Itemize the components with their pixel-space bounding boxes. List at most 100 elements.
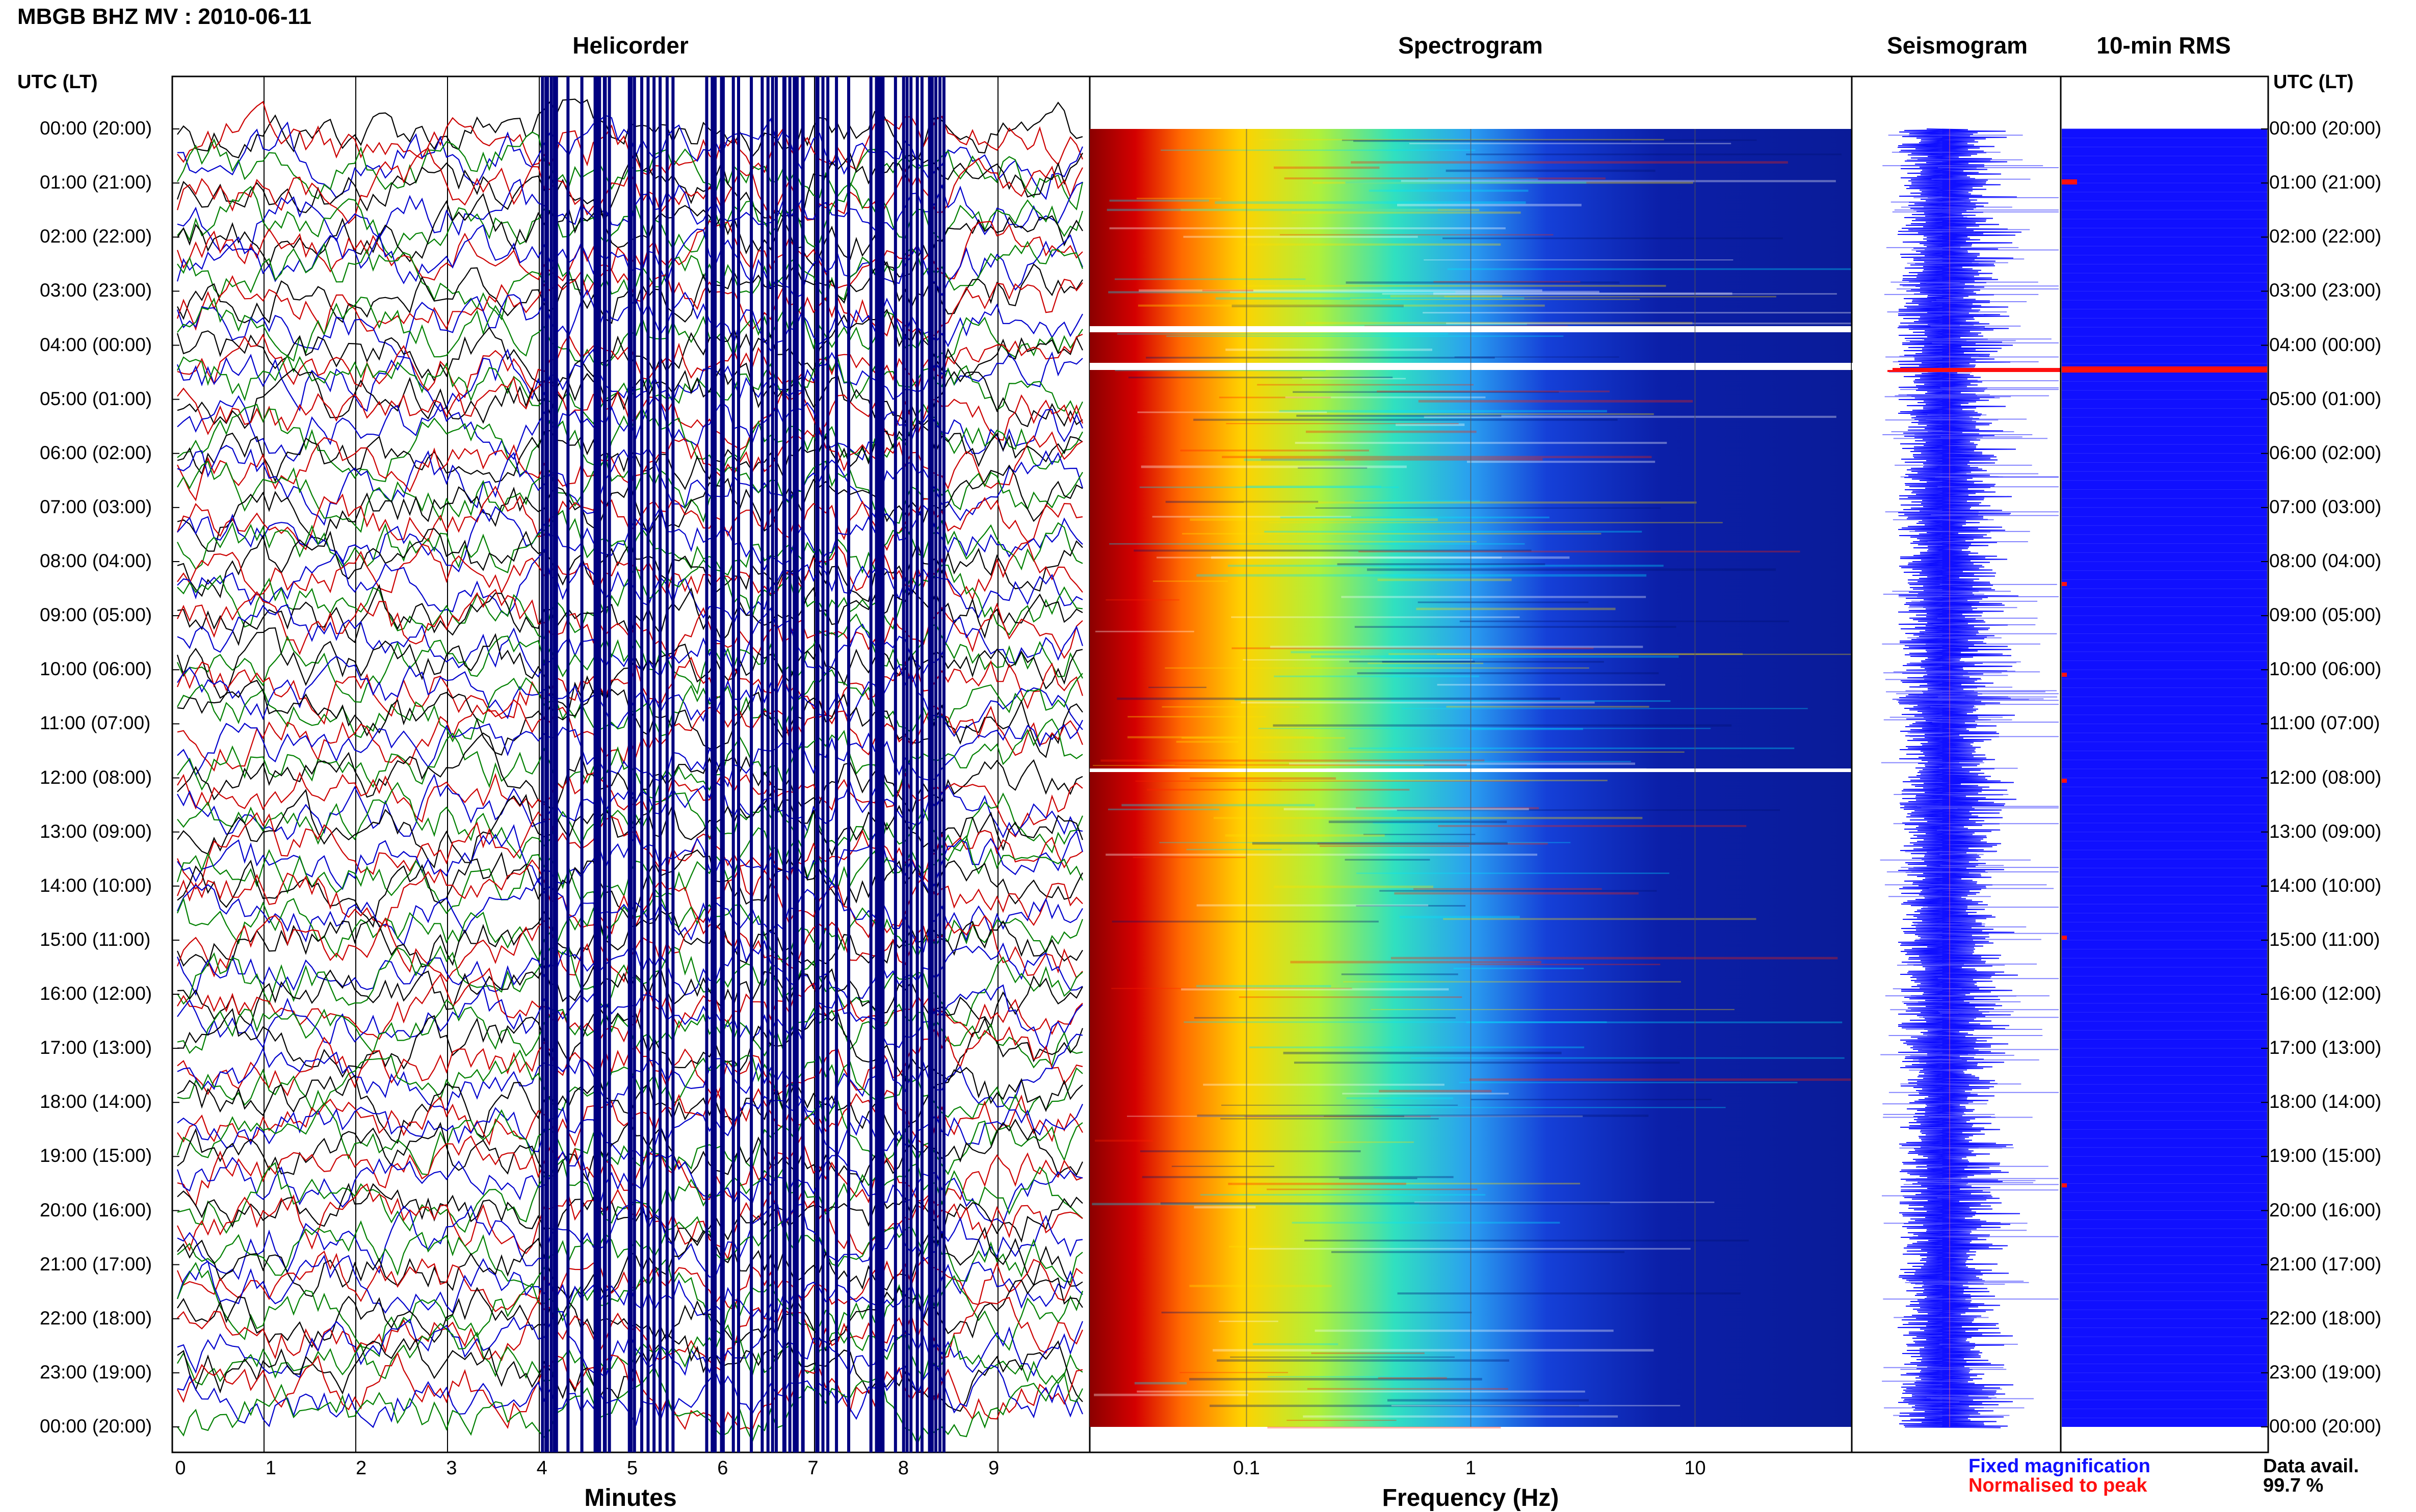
spectrogram-streak [1349, 660, 1475, 662]
spectrogram-streak [1231, 616, 1520, 618]
spectrogram-streak [1179, 1372, 1289, 1373]
spectrogram-streak [1402, 708, 1808, 709]
time-label-right: 18:00 (14:00) [2269, 1091, 2382, 1112]
spectrogram-streak [1433, 281, 1581, 283]
spectrogram-streak [1391, 700, 1671, 702]
spectrogram-streak [1293, 391, 1559, 393]
time-label-left: 04:00 (00:00) [40, 334, 152, 355]
spectrogram-streak [1382, 293, 1837, 295]
spectrogram-streak [1346, 281, 1620, 284]
spectrogram-streak [1442, 237, 1783, 240]
spectrogram-streak [1217, 1359, 1509, 1362]
spectrogram-streak [1399, 916, 1520, 918]
time-label-left: 19:00 (15:00) [40, 1145, 152, 1166]
spectrogram-streak [1100, 759, 1485, 762]
spectrogram-streak [1356, 807, 1539, 809]
spectrogram-streak [1159, 842, 1571, 843]
rms-peak-marker [2062, 779, 2067, 783]
spectrogram-streak [1310, 655, 1679, 658]
spectrogram-streak [1193, 418, 1618, 421]
spectrogram-streak [1227, 565, 1664, 567]
spectrogram-streak [1466, 153, 1842, 155]
spectrogram-streak [1213, 1349, 1654, 1352]
spectrogram-streak [1350, 299, 1640, 300]
spectrogram-streak [1139, 289, 1542, 292]
spectrogram-streak [1257, 384, 1474, 386]
spectrogram-streak [1146, 357, 1495, 359]
spectrogram-streak [1183, 235, 1418, 238]
spectrogram-streak [1377, 578, 1512, 581]
spectrogram-streak [1230, 290, 1599, 293]
time-label-right: 05:00 (01:00) [2269, 388, 2382, 409]
minutes-tick-label: 0 [175, 1457, 186, 1479]
spectrogram-streak [1280, 516, 1550, 519]
spectrogram-streak [1140, 1150, 1361, 1153]
spectrogram-streak [1307, 1388, 1508, 1390]
time-label-right: 03:00 (23:00) [2269, 280, 2382, 301]
spectrogram-streak [1317, 842, 1548, 845]
spectrogram-streak [1444, 296, 1776, 298]
spectrogram-streak [1152, 516, 1351, 518]
spectrogram-streak [1315, 1330, 1614, 1332]
spectrogram-streak [1267, 541, 1477, 543]
spectrogram-streak [1379, 890, 1657, 892]
time-label-left: 06:00 (02:00) [40, 442, 152, 463]
spectrogram-streak [1203, 1083, 1445, 1086]
spectrogram-streak [1470, 964, 1661, 965]
spectrogram-streak [1446, 706, 1649, 708]
spectrogram-streak [1367, 568, 1776, 571]
time-label-right: 09:00 (05:00) [2269, 604, 2382, 626]
time-label-right: 10:00 (06:00) [2269, 658, 2382, 680]
frequency-axis-label: Frequency (Hz) [1382, 1484, 1559, 1511]
spectrogram-streak [1353, 140, 1632, 142]
spectrogram-streak [1106, 854, 1538, 856]
spectrogram-streak [1411, 1057, 1845, 1059]
spectrogram-streak [1337, 563, 1545, 566]
spectrogram-streak [1235, 699, 1361, 701]
time-label-right: 07:00 (03:00) [2269, 496, 2382, 517]
spectrogram-streak [1211, 556, 1570, 559]
spectrogram-streak [1342, 139, 1757, 141]
spectrogram-streak [1417, 601, 1589, 603]
seismogram-gap [1852, 363, 1893, 370]
spectrogram-streak [1268, 522, 1723, 523]
spectrogram-streak [1292, 1222, 1560, 1224]
spectrogram-streak [1423, 312, 1852, 314]
spectrogram-streak [1283, 1051, 1562, 1054]
spectrogram-streak [1221, 1104, 1458, 1106]
spectrogram-streak [1249, 1248, 1691, 1250]
spectrogram-streak [1184, 1021, 1607, 1023]
rms-peak-marker [2062, 179, 2077, 184]
spectrogram-streak [1241, 701, 1595, 704]
minutes-tick-label: 8 [898, 1457, 909, 1479]
frequency-tick-label: 1 [1465, 1457, 1477, 1479]
spectrogram-streak [1331, 1251, 1625, 1253]
spectrogram-streak [1095, 630, 1194, 632]
spectrogram-streak [1165, 667, 1589, 669]
spectrogram-streak [1294, 1062, 1680, 1064]
spectrogram-streak [1117, 697, 1561, 700]
spectrogram-streak [1453, 967, 1584, 969]
spectrogram-streak [1194, 1206, 1256, 1209]
spectrogram-streak [1161, 149, 1476, 151]
spectrogram-streak [1148, 686, 1206, 688]
seismogram-title: Seismogram [1886, 32, 2028, 59]
spectrogram-streak [1339, 1177, 1417, 1179]
spectrogram-streak [1249, 1046, 1585, 1048]
time-label-right: 22:00 (18:00) [2269, 1307, 2382, 1329]
spectrogram-streak [1182, 533, 1601, 535]
time-label-left: 14:00 (10:00) [40, 874, 152, 896]
spectrogram-streak [1387, 1399, 1589, 1402]
spectrogram-streak [1202, 289, 1253, 291]
time-label-left: 07:00 (03:00) [40, 496, 152, 517]
spectrogram-streak [1363, 834, 1476, 835]
spectrogram-streak [1447, 268, 1852, 270]
spectrogram-streak [1295, 442, 1667, 444]
spectrogram-streak [1396, 423, 1465, 426]
spectrogram-streak [1283, 808, 1529, 811]
spectrogram-streak [1418, 400, 1693, 403]
minutes-tick-label: 4 [536, 1457, 547, 1479]
spectrogram-streak [1092, 1203, 1420, 1206]
spectrogram-streak [1298, 467, 1368, 469]
